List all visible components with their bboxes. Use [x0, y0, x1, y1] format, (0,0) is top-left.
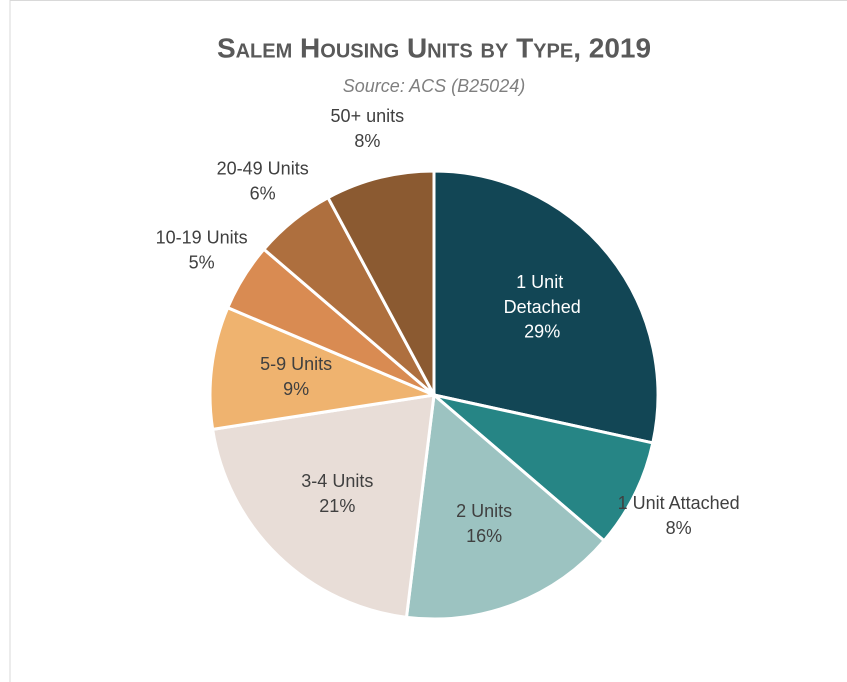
pie-slice: [210, 393, 436, 619]
slice-label: 5-9 Units: [260, 354, 332, 374]
value-label: 6%: [250, 183, 276, 203]
chart-subtitle: Source: ACS (B25024): [343, 76, 525, 96]
slice-label: 10-19 Units: [156, 227, 248, 247]
slice-label: 2 Units: [456, 501, 512, 521]
slice-label: 20-49 Units: [217, 158, 309, 178]
pie-slice: [404, 392, 607, 621]
value-label: 16%: [466, 526, 502, 546]
value-label: 21%: [319, 496, 355, 516]
pie-slice: [325, 169, 436, 396]
value-label: 8%: [354, 131, 380, 151]
slice-label: 3-4 Units: [301, 471, 373, 491]
slice-label: 50+ units: [331, 106, 405, 126]
pie-slice: [433, 393, 655, 543]
value-label: 9%: [283, 379, 309, 399]
slice-label: 1 Unit Detached: [504, 272, 581, 317]
value-label: 8%: [666, 518, 692, 538]
chart-title: Salem Housing Units by Type, 2019: [217, 32, 651, 63]
value-label: 29%: [524, 322, 560, 342]
pie-slice: [208, 305, 440, 432]
pie-slice: [432, 169, 660, 445]
value-label: 5%: [189, 252, 215, 272]
slice-label: 1 Unit Attached: [618, 493, 740, 513]
